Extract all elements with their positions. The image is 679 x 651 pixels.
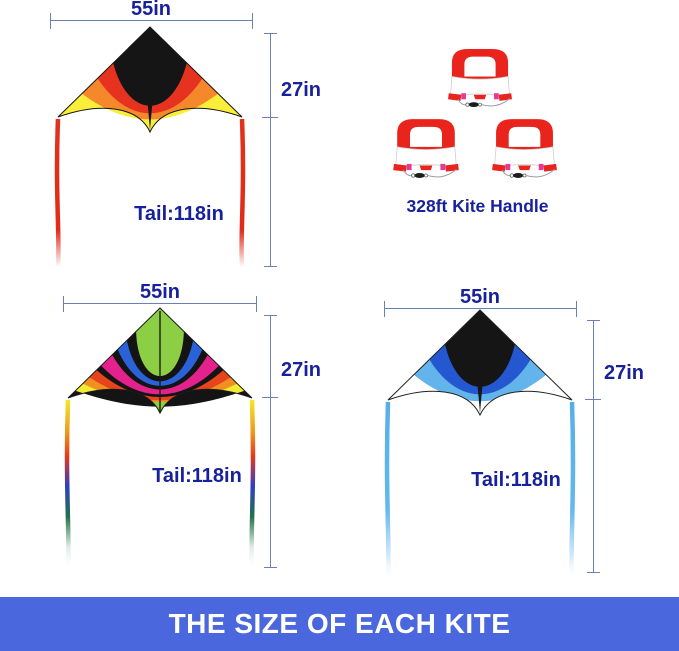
- kite2-width-label: 55in: [139, 281, 181, 303]
- kite3-tail-tick-bottom: [587, 572, 600, 573]
- kite2-tail-label: Tail:118in: [152, 465, 242, 487]
- kite3-width-line: [384, 308, 577, 309]
- kite2-width-line: [63, 303, 257, 304]
- kite2-height-tick-mid: [262, 397, 278, 398]
- kite2-tail-line: [270, 398, 271, 568]
- kite3-tail-line: [593, 400, 594, 573]
- kite3-height-tick-top: [587, 320, 600, 321]
- kite1-tail-label: Tail:118in: [134, 203, 224, 225]
- kite-handle-label: 328ft Kite Handle: [406, 196, 549, 216]
- kite1-height-line: [270, 33, 271, 118]
- kite-handle-icon: [448, 49, 512, 108]
- kite1-width-label: 55in: [130, 0, 172, 20]
- kite1-height-label: 27in: [280, 79, 322, 101]
- kite2-height-line: [270, 315, 271, 398]
- kite2-width-tick-right: [256, 296, 257, 312]
- kite2-height-tick-top: [264, 315, 277, 316]
- kite3-tail-label: Tail:118in: [471, 469, 561, 491]
- blue-kite-graphic: [384, 309, 576, 583]
- kite3-height-label: 27in: [603, 362, 645, 384]
- kite3-height-line: [593, 320, 594, 400]
- kite1-width-tick-right: [252, 13, 253, 29]
- kite2-height-label: 27in: [280, 359, 322, 381]
- kite1-height-tick-mid: [262, 117, 278, 118]
- kite2-width-tick-left: [63, 296, 64, 312]
- banner-title: THE SIZE OF EACH KITE: [168, 608, 511, 639]
- kite1-width-tick-left: [50, 13, 51, 29]
- title-banner: THE SIZE OF EACH KITE: [0, 597, 679, 651]
- kite1-tail-line: [270, 118, 271, 267]
- kite1-width-line: [50, 20, 252, 21]
- kite3-width-tick-right: [576, 301, 577, 317]
- kite1-height-tick-top: [264, 33, 277, 34]
- kite2-tail-tick-bottom: [264, 567, 277, 568]
- kite3-width-label: 55in: [459, 286, 501, 308]
- kite-handle-icon: [492, 119, 557, 178]
- kite3-width-tick-left: [384, 301, 385, 317]
- kite-handle-icon: [393, 119, 459, 178]
- orange-kite-graphic: [54, 26, 246, 268]
- kite3-height-tick-mid: [585, 399, 601, 400]
- kite1-tail-tick-bottom: [264, 266, 277, 267]
- rainbow-kite-graphic: [64, 307, 256, 573]
